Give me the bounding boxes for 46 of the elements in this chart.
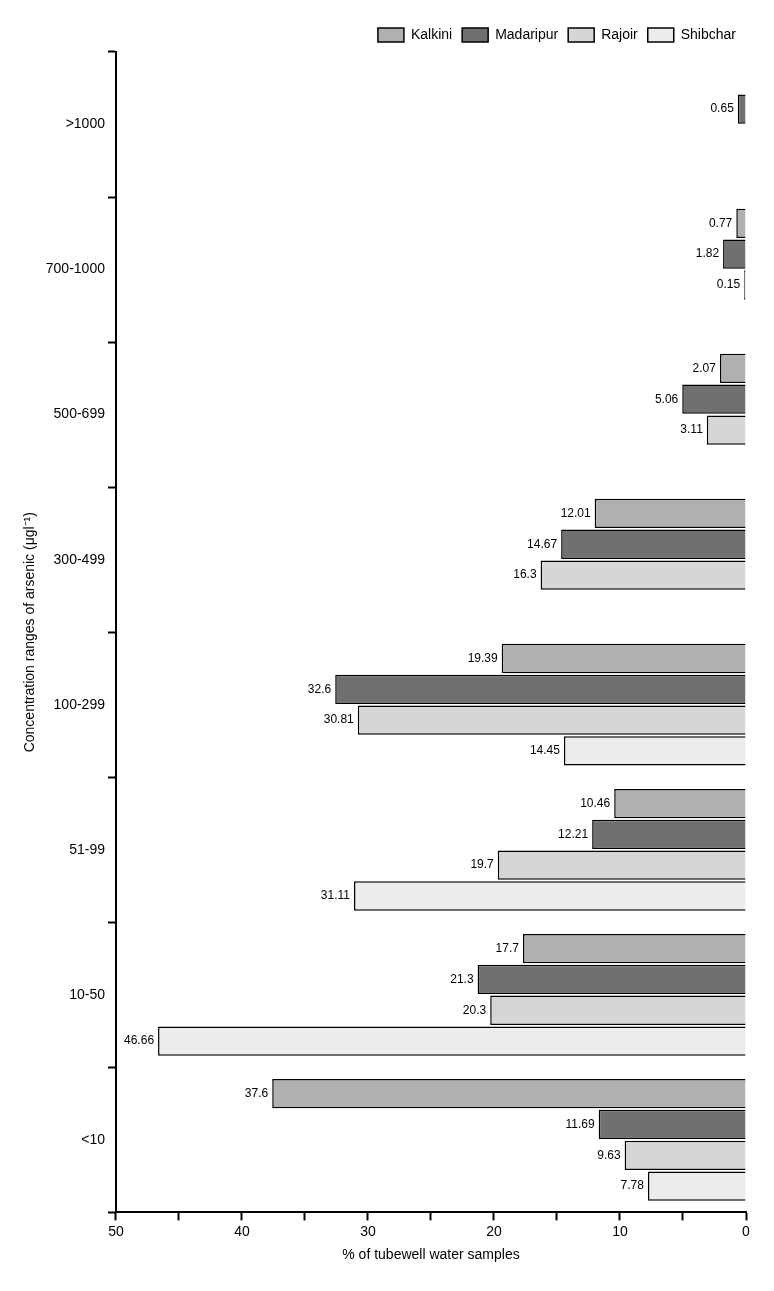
data-label: 11.69 <box>565 1116 596 1131</box>
legend-label: Shibchar <box>680 25 737 42</box>
x-tick-label: 20 <box>486 1222 502 1239</box>
data-label: 0.77 <box>708 215 733 230</box>
data-label: 30.81 <box>323 712 355 727</box>
data-label: 9.63 <box>597 1147 621 1162</box>
y-tick-label: 100-299 <box>53 695 106 712</box>
x-tick-label: 40 <box>234 1222 250 1239</box>
y-tick-label: 10-50 <box>69 985 106 1002</box>
data-label: 19.7 <box>470 857 495 872</box>
data-label: 2.07 <box>692 360 717 375</box>
legend-label: Rajoir <box>601 25 639 42</box>
data-label: 16.3 <box>513 567 537 582</box>
x-tick-label: 10 <box>612 1222 628 1239</box>
x-tick-label: 50 <box>108 1222 124 1239</box>
data-label: 14.45 <box>529 743 561 758</box>
y-tick-label: >1000 <box>65 115 106 132</box>
y-axis-title: Concentration ranges of arsenic (μgl⁻¹) <box>21 512 38 753</box>
data-label: 19.39 <box>467 650 498 665</box>
legend-label: Kalkini <box>410 25 453 42</box>
data-label: 12.01 <box>560 505 591 520</box>
x-tick-label: 30 <box>360 1222 376 1239</box>
data-label: 17.7 <box>495 940 520 955</box>
data-label: 5.06 <box>654 391 679 406</box>
data-label: 37.6 <box>244 1085 269 1100</box>
y-tick-label: 700-1000 <box>45 260 106 277</box>
data-label: 1.82 <box>695 246 720 261</box>
data-label: 0.15 <box>716 277 741 292</box>
data-label: 31.11 <box>320 888 351 903</box>
data-label: 0.65 <box>710 101 735 116</box>
y-tick-label: 300-499 <box>53 550 106 567</box>
data-label: 7.78 <box>620 1178 645 1193</box>
data-label: 10.46 <box>580 795 611 810</box>
data-label: 32.6 <box>307 681 332 696</box>
x-axis-title: % of tubewell water samples <box>342 1246 520 1263</box>
data-label: 46.66 <box>124 1033 155 1048</box>
data-label: 14.67 <box>527 536 558 551</box>
y-tick-label: <10 <box>81 1130 106 1147</box>
data-label: 20.3 <box>462 1002 487 1017</box>
y-tick-label: 500-699 <box>53 405 106 422</box>
data-label: 3.11 <box>680 422 704 437</box>
x-tick-label: 0 <box>742 1222 751 1239</box>
data-label: 12.21 <box>558 826 589 841</box>
legend-label: Madaripur <box>495 25 559 42</box>
y-tick-label: 51-99 <box>69 840 106 857</box>
data-label: 21.3 <box>450 971 474 986</box>
